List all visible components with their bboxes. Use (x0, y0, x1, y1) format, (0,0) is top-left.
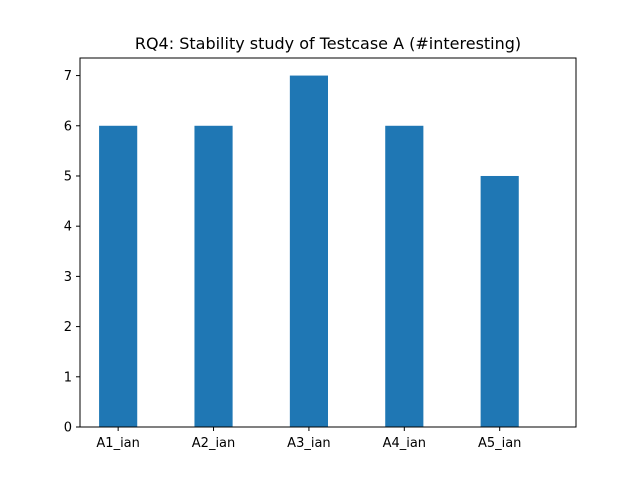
y-tick-label: 3 (64, 270, 72, 285)
y-tick-label: 5 (64, 169, 72, 184)
bars-group (99, 75, 519, 427)
plot-frame (79, 57, 577, 428)
bar-A3_ian (289, 75, 328, 427)
y-tick-label: 6 (64, 119, 72, 134)
bar-A1_ian (99, 125, 138, 427)
y-tick-label: 1 (64, 370, 72, 385)
x-tick-label: A5_ian (478, 436, 521, 451)
x-tick-label: A3_ian (287, 436, 330, 451)
x-axis: A1_ian A2_ian A3_ian A4_ian A5_ian (96, 427, 521, 451)
y-tick-label: 7 (64, 69, 72, 84)
bar-A5_ian (480, 175, 519, 427)
x-tick-label: A2_ian (192, 436, 235, 451)
y-tick-label: 2 (64, 320, 72, 335)
bar-A2_ian (194, 125, 233, 427)
chart-title: RQ4: Stability study of Testcase A (#int… (135, 34, 521, 53)
y-axis: 0 1 2 3 4 5 6 7 (64, 69, 80, 436)
x-tick-label: A4_ian (383, 436, 426, 451)
bar-A4_ian (385, 125, 424, 427)
x-tick-label: A1_ian (96, 436, 139, 451)
y-tick-label: 4 (64, 220, 72, 235)
y-tick-label: 0 (64, 421, 72, 436)
